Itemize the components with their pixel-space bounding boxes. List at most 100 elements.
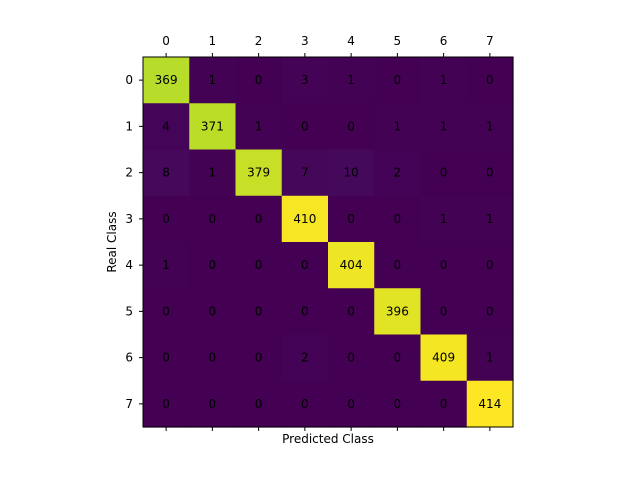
cell-value-r6-c5: 0 xyxy=(394,351,402,365)
x-tick-label-6: 6 xyxy=(440,34,448,48)
cell-value-r4-c4: 404 xyxy=(340,258,363,272)
cell-value-r7-c6: 0 xyxy=(440,397,448,411)
heatmap-cell-r0-c2 xyxy=(235,57,283,104)
cell-value-r4-c3: 0 xyxy=(301,258,309,272)
y-axis-ticks: 0 1 2 3 4 5 6 7 xyxy=(125,73,143,411)
heatmap-cell-r4-c4 xyxy=(328,242,375,289)
cell-value-r4-c0: 1 xyxy=(162,258,170,272)
heatmap-cell-r6-c5 xyxy=(374,334,422,382)
heatmap-cell-r0-c3 xyxy=(281,57,329,104)
x-tick-label-3: 3 xyxy=(301,34,309,48)
cell-value-r0-c4: 1 xyxy=(347,73,355,87)
heatmap-cell-r6-c2 xyxy=(235,334,283,382)
cell-value-r7-c2: 0 xyxy=(255,397,263,411)
x-tick-label-0: 0 xyxy=(162,34,170,48)
heatmap-cell-r1-c4 xyxy=(328,103,375,151)
cell-value-r3-c7: 1 xyxy=(486,212,494,226)
heatmap-cell-r1-c1 xyxy=(189,103,237,151)
cell-value-r1-c5: 1 xyxy=(394,119,402,133)
heatmap-cell-r5-c6 xyxy=(420,288,468,336)
cell-value-r2-c7: 0 xyxy=(486,166,494,180)
y-tick-label-1: 1 xyxy=(125,119,133,133)
cell-value-r0-c0: 369 xyxy=(155,73,178,87)
heatmap-cell-r1-c2 xyxy=(235,103,283,151)
cell-value-r5-c0: 0 xyxy=(162,304,170,318)
x-tick-label-5: 5 xyxy=(394,34,402,48)
y-tick-label-7: 7 xyxy=(125,397,133,411)
cell-value-r5-c5: 396 xyxy=(386,304,409,318)
heatmap-cell-r6-c4 xyxy=(328,334,375,382)
heatmap-cell-r3-c1 xyxy=(189,195,237,243)
heatmap-cell-r7-c7 xyxy=(466,380,514,428)
cell-value-r6-c1: 0 xyxy=(209,351,217,365)
heatmap-cell-r0-c1 xyxy=(189,57,237,104)
heatmap-cell-r7-c3 xyxy=(281,380,329,428)
cell-value-r5-c2: 0 xyxy=(255,304,263,318)
heatmap-cell-r6-c1 xyxy=(189,334,237,382)
heatmap-cell-r1-c0 xyxy=(143,103,190,151)
heatmap-cells xyxy=(143,57,514,428)
heatmap-cell-r2-c6 xyxy=(420,149,468,197)
cell-value-r7-c5: 0 xyxy=(394,397,402,411)
heatmap-cell-r5-c2 xyxy=(235,288,283,336)
heatmap-cell-r6-c7 xyxy=(466,334,514,382)
plot-frame xyxy=(142,56,514,428)
heatmap-cell-r7-c2 xyxy=(235,380,283,428)
cell-value-r3-c0: 0 xyxy=(162,212,170,226)
heatmap-cell-r7-c6 xyxy=(420,380,468,428)
heatmap-cell-r3-c3 xyxy=(281,195,329,243)
cell-value-r1-c1: 371 xyxy=(201,119,224,133)
heatmap-cell-r3-c6 xyxy=(420,195,468,243)
heatmap-cell-r2-c4 xyxy=(328,149,375,197)
heatmap-cell-r4-c1 xyxy=(189,242,237,289)
heatmap-cell-r0-c4 xyxy=(328,57,375,104)
heatmap-cell-r7-c4 xyxy=(328,380,375,428)
x-tick-label-4: 4 xyxy=(347,34,355,48)
heatmap-cell-r2-c7 xyxy=(466,149,514,197)
y-tick-label-6: 6 xyxy=(125,351,133,365)
heatmap-cell-r2-c5 xyxy=(374,149,422,197)
cell-value-r6-c4: 0 xyxy=(347,351,355,365)
heatmap-cell-r2-c2 xyxy=(235,149,283,197)
cell-value-r6-c3: 2 xyxy=(301,351,309,365)
cell-value-r4-c2: 0 xyxy=(255,258,263,272)
cell-value-r2-c5: 2 xyxy=(394,166,402,180)
cell-value-r3-c3: 410 xyxy=(293,212,316,226)
cell-value-r6-c6: 409 xyxy=(432,351,455,365)
heatmap-cell-r6-c3 xyxy=(281,334,329,382)
heatmap-cell-r1-c7 xyxy=(466,103,514,151)
cell-value-r6-c7: 1 xyxy=(486,351,494,365)
cell-value-r4-c5: 0 xyxy=(394,258,402,272)
y-tick-label-3: 3 xyxy=(125,212,133,226)
x-axis-ticks: 0 1 2 3 4 5 6 7 xyxy=(162,34,494,431)
heatmap-cell-r0-c6 xyxy=(420,57,468,104)
cell-value-r7-c4: 0 xyxy=(347,397,355,411)
cell-value-r4-c1: 0 xyxy=(209,258,217,272)
cell-value-r5-c4: 0 xyxy=(347,304,355,318)
heatmap-cell-r7-c1 xyxy=(189,380,237,428)
cell-value-r1-c2: 1 xyxy=(255,119,263,133)
heatmap-cell-r5-c7 xyxy=(466,288,514,336)
cell-value-r7-c7: 414 xyxy=(478,397,501,411)
cell-value-r1-c7: 1 xyxy=(486,119,494,133)
heatmap-cell-r5-c0 xyxy=(143,288,190,336)
cell-value-r5-c7: 0 xyxy=(486,304,494,318)
heatmap-cell-r4-c2 xyxy=(235,242,283,289)
heatmap-cell-r3-c2 xyxy=(235,195,283,243)
heatmap-cell-r1-c5 xyxy=(374,103,422,151)
heatmap-cell-r4-c7 xyxy=(466,242,514,289)
cell-value-r2-c0: 8 xyxy=(162,166,170,180)
heatmap-cell-r4-c0 xyxy=(143,242,190,289)
heatmap-cell-r2-c1 xyxy=(189,149,237,197)
cell-value-r4-c7: 0 xyxy=(486,258,494,272)
cell-value-r0-c7: 0 xyxy=(486,73,494,87)
cell-value-r2-c3: 7 xyxy=(301,166,309,180)
x-tick-label-2: 2 xyxy=(255,34,263,48)
cell-value-r3-c2: 0 xyxy=(255,212,263,226)
heatmap-cell-r5-c4 xyxy=(328,288,375,336)
cell-value-r1-c6: 1 xyxy=(440,119,448,133)
cell-value-r2-c1: 1 xyxy=(209,166,217,180)
heatmap-cell-r1-c3 xyxy=(281,103,329,151)
cell-value-r3-c1: 0 xyxy=(209,212,217,226)
heatmap-cell-r0-c0 xyxy=(143,57,190,104)
